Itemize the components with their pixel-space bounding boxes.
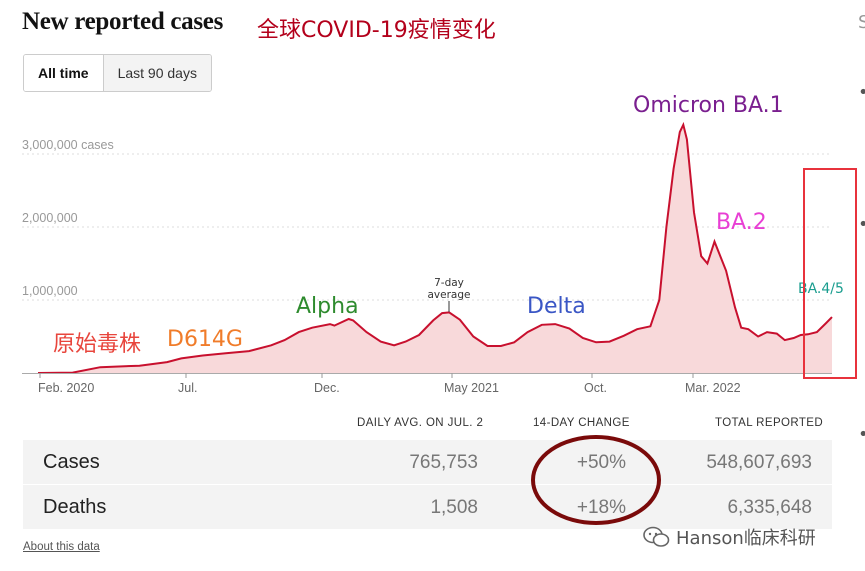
deaths-14-day-change: +18% [576, 497, 626, 518]
variant-label: 7-day [434, 277, 464, 289]
variant-label: Omicron BA.1 [633, 93, 784, 118]
about-data-link[interactable]: About this data [23, 541, 100, 553]
header-total-reported: TOTAL REPORTED [715, 417, 824, 429]
deaths-daily-avg: 1,508 [430, 497, 478, 518]
variant-label: 原始毒株 [53, 332, 141, 357]
ba45-highlight-box [803, 168, 857, 379]
watermark-text: Hanson临床科研 [676, 528, 816, 549]
y-tick-label: 2,000,000 [22, 211, 78, 225]
cases-area-fill [38, 124, 832, 373]
table-row-deaths: Deaths 1,508 +18% 6,335,648 [23, 485, 832, 529]
y-tick-label: 1,000,000 [22, 284, 78, 298]
cases-14-day-change: +50% [576, 452, 626, 473]
table-row-cases: Cases 765,753 +50% 548,607,693 [23, 440, 832, 484]
header-daily-avg: DAILY AVG. ON JUL. 2 [357, 417, 484, 429]
row-label: Deaths [43, 496, 107, 518]
wechat-watermark: Hanson临床科研 [642, 524, 816, 550]
cases-daily-avg: 765,753 [409, 452, 478, 473]
variant-label: Delta [527, 294, 586, 319]
variant-label: D614G [167, 327, 243, 352]
page-title: New reported cases [22, 8, 224, 35]
variant-label: Alpha [296, 294, 359, 319]
header-14-day-change: 14-DAY CHANGE [533, 417, 630, 429]
clipped-edge-text: S [858, 12, 865, 33]
chinese-title-annotation: 全球COVID-19疫情变化 [257, 18, 496, 43]
clipped-bullet: • [858, 214, 865, 235]
variant-label: BA.2 [716, 210, 767, 235]
x-tick-label: Jul. [178, 381, 197, 395]
variant-label: average [428, 289, 471, 301]
wechat-icon [643, 526, 670, 547]
x-tick-label: May 2021 [444, 381, 499, 395]
clipped-bullet: • [858, 424, 865, 445]
tab-all-time[interactable]: All time [24, 55, 104, 91]
variant-label: BA.4/5 [798, 281, 844, 297]
clipped-bullet: • [858, 82, 865, 103]
x-tick-label: Dec. [314, 381, 340, 395]
cases-total: 548,607,693 [706, 452, 812, 473]
x-tick-labels: Feb. 2020 Jul. Dec. May 2021 Oct. Mar. 2022 [38, 373, 741, 395]
x-tick-label: Oct. [584, 381, 607, 395]
tab-last-90-days[interactable]: Last 90 days [103, 55, 211, 91]
y-tick-labels: 1,000,000 2,000,000 3,000,000 cases [22, 138, 114, 298]
time-range-tabs: All time Last 90 days [23, 54, 212, 92]
x-tick-label: Feb. 2020 [38, 381, 94, 395]
x-tick-label: Mar. 2022 [685, 381, 741, 395]
deaths-total: 6,335,648 [727, 497, 812, 518]
cases-area-chart: 1,000,000 2,000,000 3,000,000 cases Feb. 2… [22, 93, 857, 395]
y-tick-label: 3,000,000 cases [22, 138, 114, 152]
row-label: Cases [43, 451, 100, 473]
cases-line [37, 121, 833, 374]
